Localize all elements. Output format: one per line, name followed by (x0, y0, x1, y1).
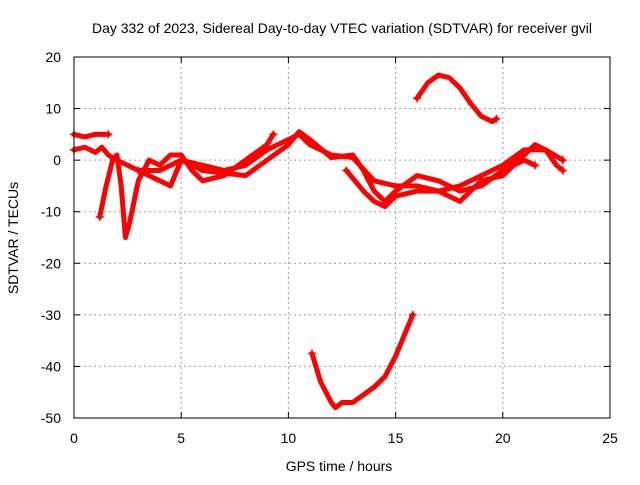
y-tick-label: 10 (45, 101, 61, 117)
x-tick-label: 10 (281, 430, 297, 446)
y-tick-label: -20 (41, 255, 61, 271)
data-point-marker (558, 156, 567, 165)
y-tick-label: -40 (41, 358, 61, 374)
data-point-marker (307, 349, 316, 358)
data-point-marker (530, 161, 539, 170)
plot-border (73, 56, 611, 419)
x-tick-label: 25 (602, 430, 618, 446)
data-point-marker (134, 166, 143, 175)
data-point-marker (413, 94, 422, 103)
data-point-marker (558, 166, 567, 175)
y-axis-label: SDTVAR / TECUs (5, 182, 21, 294)
x-tick-label: 0 (70, 430, 78, 446)
y-tick-label: -30 (41, 307, 61, 323)
x-tick-label: 15 (388, 430, 404, 446)
x-axis-label: GPS time / hours (286, 458, 393, 474)
series-track-a (71, 131, 111, 140)
data-point-marker (104, 130, 113, 139)
x-tick-label: 20 (495, 430, 511, 446)
series-track-e (343, 157, 538, 210)
y-tick-label: -10 (41, 204, 61, 220)
series-track-d (135, 129, 566, 204)
data-point-marker (95, 212, 104, 221)
chart-title: Day 332 of 2023, Sidereal Day-to-day VTE… (92, 20, 592, 36)
series-track-c (97, 131, 276, 240)
y-tick-label: 0 (53, 152, 61, 168)
series-track-g (309, 312, 416, 411)
data-point-marker (269, 130, 278, 139)
series-track-f (414, 72, 499, 124)
data-point-marker (342, 166, 351, 175)
y-tick-label: 20 (45, 49, 61, 65)
x-tick-label: 5 (177, 430, 185, 446)
y-tick-label: -50 (41, 410, 61, 426)
data-point-marker (492, 114, 501, 123)
data-point-marker (408, 310, 417, 319)
